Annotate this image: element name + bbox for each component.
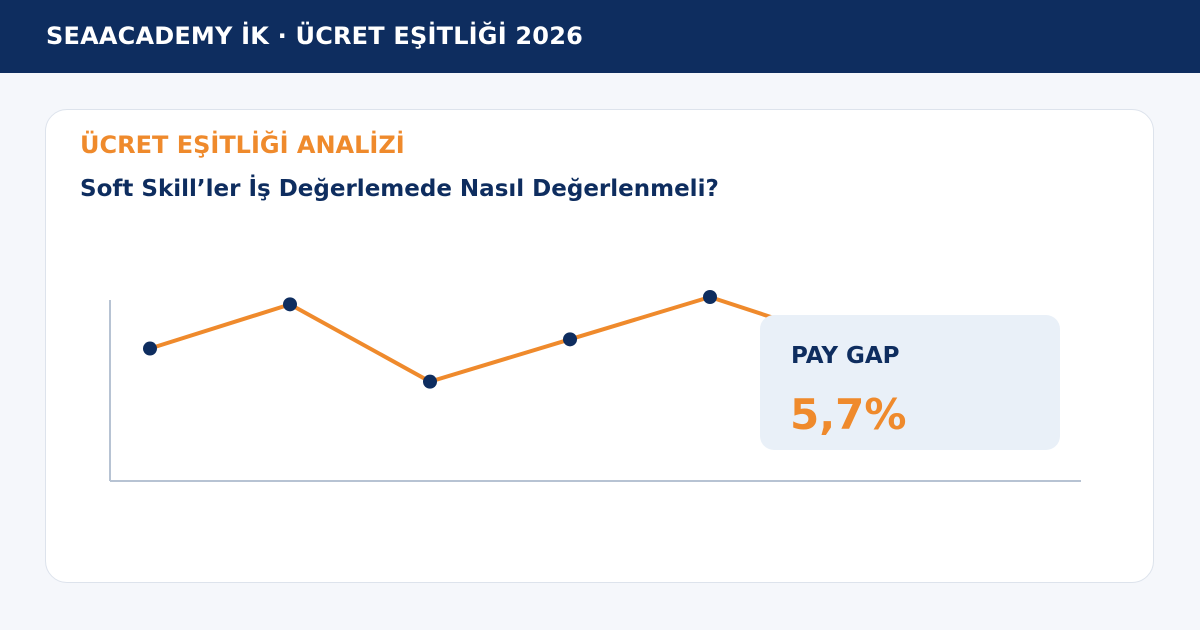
pay-gap-card: PAY GAP 5,7% (760, 315, 1060, 450)
pay-gap-value: 5,7% (790, 390, 907, 439)
section-kicker: ÜCRET EŞİTLİĞİ ANALİZİ (80, 131, 405, 159)
data-point-2 (283, 297, 297, 312)
top-bar: SEAACADEMY İK · ÜCRET EŞİTLİĞİ 2026 (0, 0, 1200, 73)
brand-title: SEAACADEMY İK · ÜCRET EŞİTLİĞİ 2026 (46, 22, 583, 50)
series-layer (143, 290, 851, 389)
data-point-5 (703, 290, 717, 304)
article-headline: Soft Skill’ler İş Değerlemede Nasıl Değe… (80, 176, 719, 202)
data-point-3 (423, 374, 437, 389)
series-line (149, 295, 851, 384)
data-point-4 (563, 332, 577, 347)
pay-gap-label: PAY GAP (791, 343, 900, 369)
data-point-1 (143, 341, 157, 356)
